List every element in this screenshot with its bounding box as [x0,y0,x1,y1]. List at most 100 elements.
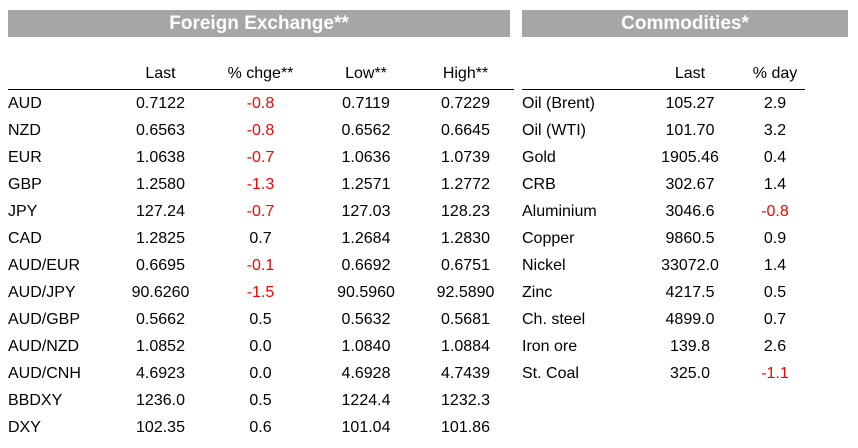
fx-change-cell: 0.6 [249,418,272,436]
commodities-name-cell: Zinc [522,283,553,301]
fx-low-cell: 0.7119 [342,94,390,112]
fx-low-cell: 1.0636 [341,148,391,166]
fx-last-cell: 0.5662 [136,310,185,328]
fx-name-cell: AUD/CNH [8,364,81,382]
commodities-last-cell: 1905.46 [661,148,719,166]
fx-change-cell: 0.5 [249,310,272,328]
commodities-day-change-cell: 3.2 [763,121,787,139]
commodities-table-row: Oil (WTI) 101.70 3.2 [522,117,805,144]
fx-low-cell: 90.5960 [337,283,395,301]
fx-low-cell: 0.6692 [341,256,391,274]
fx-table-row: JPY 127.24 -0.7 127.03 128.23 [8,198,514,225]
fx-change-cell: -1.3 [246,175,275,193]
fx-panel-title: Foreign Exchange** [8,10,510,37]
fx-last-cell: 127.24 [136,202,185,220]
commodities-table: Last % day Oil (Brent) 105.27 2.9 Oil (WTI)… [522,59,805,387]
fx-table-row: AUD/CNH 4.6923 0.0 4.6928 4.7439 [8,360,514,387]
fx-last-cell: 1.0852 [136,337,185,355]
commodities-table-row: CRB 302.67 1.4 [522,171,805,198]
fx-last-cell: 1236.0 [136,391,185,409]
fx-table-row: AUD/JPY 90.6260 -1.5 90.5960 92.5890 [8,279,514,306]
fx-high-cell: 92.5890 [436,283,495,301]
fx-name-cell: AUD/NZD [8,337,80,355]
fx-change-cell: 0.0 [249,337,272,355]
fx-name-cell: BBDXY [8,391,63,409]
fx-change-cell: -0.1 [246,256,275,274]
commodities-table-row: Ch. steel 4899.0 0.7 [522,306,805,333]
fx-change-cell: -0.8 [246,121,275,139]
fx-name-cell: NZD [8,121,41,139]
commodities-table-row: Nickel 33072.0 1.4 [522,252,805,279]
fx-name-cell: GBP [8,175,42,193]
commodities-name-cell: Oil (Brent) [522,94,595,112]
fx-high-cell: 0.6645 [441,121,490,139]
fx-high-cell: 1.0739 [441,148,490,166]
fx-change-cell: 0.7 [249,229,272,247]
fx-name-cell: EUR [8,148,42,166]
fx-last-cell: 4.6923 [136,364,185,382]
commodities-last-cell: 325.0 [669,364,711,382]
fx-change-cell: -0.7 [246,202,275,220]
fx-high-cell: 128.23 [441,202,490,220]
fx-high-cell: 0.5681 [441,310,490,328]
commodities-name-cell: Iron ore [522,337,578,355]
fx-col-header-low: Low** [345,65,387,82]
fx-low-cell: 1.0840 [341,337,391,355]
fx-last-cell: 0.6563 [136,121,185,139]
fx-table-row: DXY 102.35 0.6 101.04 101.86 [8,414,514,441]
commodities-day-change-cell: -1.1 [761,364,789,382]
commodities-day-change-cell: -0.8 [761,202,789,220]
fx-high-cell: 4.7439 [441,364,490,382]
fx-high-cell: 1.2772 [441,175,490,193]
fx-last-cell: 1.0638 [136,148,185,166]
fx-table-row: AUD 0.7122 -0.8 0.7119 0.7229 [8,90,514,118]
commodities-name-cell: Copper [522,229,575,247]
fx-low-cell: 101.04 [341,418,391,436]
commodities-day-change-cell: 2.9 [763,94,787,112]
fx-high-cell: 1.0884 [441,337,490,355]
commodities-last-cell: 3046.6 [665,202,715,220]
commodities-col-header-name [522,59,635,90]
fx-last-cell: 0.6695 [136,256,185,274]
fx-col-header-change: % chge** [227,65,294,82]
commodities-name-cell: Aluminium [522,202,597,220]
commodities-table-row: St. Coal 325.0 -1.1 [522,360,805,387]
fx-change-cell: -0.8 [246,94,275,112]
fx-high-cell: 1232.3 [441,391,490,409]
fx-col-header-last: Last [145,65,176,82]
commodities-name-cell: Ch. steel [522,310,586,328]
fx-change-cell: 0.0 [249,364,272,382]
fx-table-row: EUR 1.0638 -0.7 1.0636 1.0739 [8,144,514,171]
fx-name-cell: AUD [8,94,42,112]
fx-change-cell: 0.5 [249,391,272,409]
fx-low-cell: 4.6928 [341,364,391,382]
commodities-name-cell: Nickel [522,256,566,274]
fx-high-cell: 0.6751 [441,256,490,274]
commodities-name-cell: St. Coal [522,364,579,382]
commodities-last-cell: 4899.0 [665,310,715,328]
fx-table-row: AUD/GBP 0.5662 0.5 0.5632 0.5681 [8,306,514,333]
fx-col-header-high: High** [442,65,489,82]
fx-table-row: NZD 0.6563 -0.8 0.6562 0.6645 [8,117,514,144]
commodities-day-change-cell: 0.9 [763,229,787,247]
commodities-table-row: Copper 9860.5 0.9 [522,225,805,252]
fx-last-cell: 1.2580 [136,175,185,193]
commodities-day-change-cell: 0.4 [763,148,787,166]
commodities-col-header-day: % day [752,65,798,82]
fx-last-cell: 90.6260 [131,283,190,301]
fx-high-cell: 0.7229 [441,94,490,112]
commodities-last-cell: 302.67 [665,175,715,193]
commodities-last-cell: 4217.5 [665,283,715,301]
fx-table-row: BBDXY 1236.0 0.5 1224.4 1232.3 [8,387,514,414]
commodities-day-change-cell: 0.7 [763,310,787,328]
commodities-table-row: Zinc 4217.5 0.5 [522,279,805,306]
fx-last-cell: 102.35 [136,418,185,436]
fx-table-row: CAD 1.2825 0.7 1.2684 1.2830 [8,225,514,252]
fx-last-cell: 1.2825 [136,229,185,247]
commodities-last-cell: 9860.5 [665,229,715,247]
commodities-table-row: Iron ore 139.8 2.6 [522,333,805,360]
commodities-last-cell: 105.27 [665,94,715,112]
fx-name-cell: CAD [8,229,42,247]
fx-low-cell: 1224.4 [341,391,391,409]
fx-low-cell: 1.2571 [341,175,391,193]
